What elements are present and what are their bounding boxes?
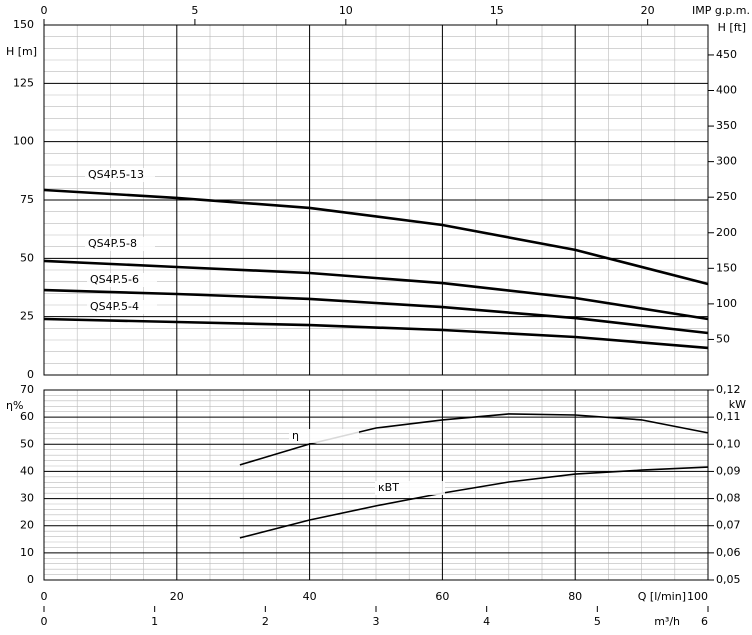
y-tick-label: 10	[20, 546, 34, 559]
curve	[43, 288, 709, 335]
y2-tick-label: 450	[716, 48, 737, 61]
y2-tick-label: 50	[716, 332, 730, 345]
x-tick-label: 80	[568, 590, 582, 603]
y2-tick-label: 0,08	[716, 492, 741, 505]
y-axis-label: H [m]	[6, 45, 37, 58]
series-label: QS4P.5-13	[88, 168, 144, 181]
x3-tick-label: 1	[151, 615, 158, 628]
y2-tick-label: 0,05	[716, 573, 741, 586]
x2-tick-label: 15	[490, 4, 504, 17]
y2-tick-label: 0,07	[716, 519, 741, 532]
x3-tick-label: 0	[41, 615, 48, 628]
x3-tick-label: 4	[483, 615, 490, 628]
y-axis-label: η%	[6, 399, 23, 412]
y2-tick-label: 400	[716, 84, 737, 97]
curve	[43, 259, 709, 321]
x3-tick-label: 3	[373, 615, 380, 628]
x3-axis-label: m³/h	[654, 615, 680, 628]
curve	[43, 317, 709, 350]
y2-tick-label: 100	[716, 297, 737, 310]
y-tick-label: 150	[13, 18, 34, 31]
x-tick-label: 0	[41, 590, 48, 603]
y2-tick-label: 200	[716, 226, 737, 239]
label-bg	[85, 168, 155, 182]
x-tick-label: 100	[687, 590, 708, 603]
x2-tick-label: 5	[191, 4, 198, 17]
series-label: QS4P.5-6	[90, 273, 139, 286]
y-tick-label: 75	[20, 193, 34, 206]
y2-tick-label: 350	[716, 119, 737, 132]
y2-tick-label: 150	[716, 261, 737, 274]
x-tick-label: 20	[170, 590, 184, 603]
y-tick-label: 50	[20, 251, 34, 264]
y2-tick-label: 0,10	[716, 437, 741, 450]
y-tick-label: 50	[20, 437, 34, 450]
series-label: кВТ	[378, 481, 399, 494]
label-bg	[85, 237, 155, 251]
y-tick-label: 30	[20, 492, 34, 505]
curve	[43, 188, 709, 286]
x-tick-label: 60	[435, 590, 449, 603]
label-bg	[87, 273, 157, 287]
x2-tick-label: 20	[641, 4, 655, 17]
series-label: QS4P.5-4	[90, 300, 139, 313]
y-tick-label: 70	[20, 383, 34, 396]
y-tick-label: 0	[27, 368, 34, 381]
series-label: QS4P.5-8	[88, 237, 137, 250]
y-tick-label: 40	[20, 464, 34, 477]
y-tick-label: 60	[20, 410, 34, 423]
y2-tick-label: 250	[716, 190, 737, 203]
x-axis-label: Q [l/min]	[638, 590, 686, 603]
y-tick-label: 20	[20, 519, 34, 532]
x3-tick-label: 6	[701, 615, 708, 628]
y2-tick-label: 300	[716, 155, 737, 168]
y-tick-label: 25	[20, 310, 34, 323]
x3-tick-label: 2	[262, 615, 269, 628]
x2-axis-label: IMP g.p.m.	[692, 4, 750, 17]
y2-tick-label: 0,09	[716, 464, 741, 477]
x3-tick-label: 5	[594, 615, 601, 628]
curve	[239, 466, 709, 539]
x2-tick-label: 0	[41, 4, 48, 17]
y2-tick-label: 0,06	[716, 546, 741, 559]
y2-tick-label: 0,12	[716, 383, 741, 396]
y-tick-label: 0	[27, 573, 34, 586]
y-tick-label: 125	[13, 76, 34, 89]
label-bg	[375, 481, 445, 495]
x2-tick-label: 10	[339, 4, 353, 17]
y-tick-label: 100	[13, 135, 34, 148]
label-bg	[289, 429, 359, 443]
series-label: η	[292, 429, 299, 442]
y2-axis-label: H [ft]	[718, 21, 746, 34]
x-tick-label: 40	[303, 590, 317, 603]
y2-tick-label: 0,11	[716, 410, 741, 423]
label-bg	[87, 300, 157, 314]
y2-axis-label: kW	[729, 398, 746, 411]
